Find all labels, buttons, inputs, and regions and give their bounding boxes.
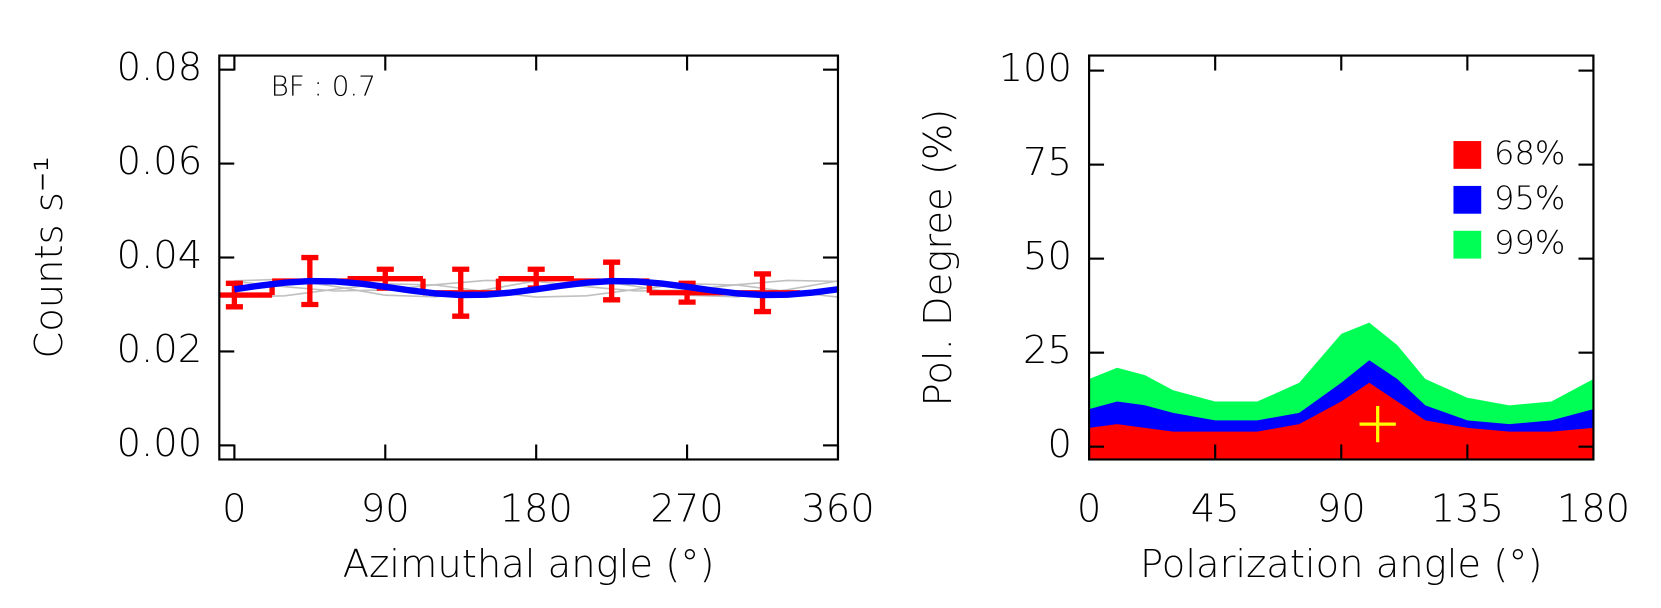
plot-area: [1089, 322, 1594, 460]
legend-label: 68%: [1494, 134, 1565, 172]
y-tick-label: 0.02: [117, 327, 203, 372]
y-tick-label: 0.06: [117, 139, 203, 184]
y-tick-label: 0.00: [117, 421, 203, 466]
y-tick-label: 75: [1023, 140, 1072, 185]
y-tick-label: 0: [1048, 422, 1072, 467]
y-tick-label: 0.08: [117, 45, 203, 90]
y-axis-label: Pol. Degree (%): [916, 109, 961, 407]
y-tick-label: 0.04: [117, 233, 203, 278]
confidence-area: [1089, 382, 1594, 460]
legend-label: 99%: [1494, 224, 1565, 262]
x-tick-label: 135: [1431, 486, 1504, 531]
x-axis-label: Polarization angle (°): [1140, 542, 1543, 587]
y-tick-label: 100: [999, 46, 1072, 91]
x-tick-label: 270: [650, 486, 723, 531]
x-tick-label: 180: [499, 486, 572, 531]
plot-area: [219, 254, 838, 319]
x-tick-label: 90: [361, 486, 410, 531]
legend-swatch: [1453, 230, 1482, 259]
x-tick-label: 360: [801, 486, 874, 531]
annotation: BF : 0.7: [271, 70, 376, 103]
x-tick-label: 45: [1191, 486, 1240, 531]
best-fit-marker: [1359, 405, 1396, 443]
legend-label: 95%: [1494, 179, 1565, 217]
x-tick-label: 0: [222, 486, 246, 531]
x-tick-label: 180: [1557, 486, 1630, 531]
y-tick-label: 50: [1023, 234, 1072, 279]
x-tick-label: 0: [1077, 486, 1101, 531]
legend-swatch: [1453, 141, 1482, 169]
x-tick-label: 90: [1317, 486, 1366, 531]
y-axis-label: Counts s⁻¹: [27, 156, 72, 358]
model-curve: [233, 277, 838, 299]
y-tick-label: 25: [1023, 328, 1072, 373]
x-axis-label: Azimuthal angle (°): [343, 542, 715, 587]
legend-swatch: [1453, 185, 1482, 214]
